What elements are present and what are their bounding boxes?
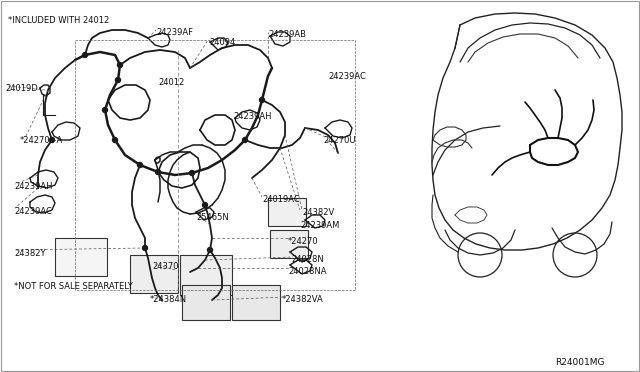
Text: 24382Y: 24382Y <box>14 249 45 258</box>
Text: R24001MG: R24001MG <box>555 358 605 367</box>
Text: 24094: 24094 <box>209 38 236 47</box>
Bar <box>182 285 230 320</box>
Text: 24239AF: 24239AF <box>156 28 193 37</box>
Text: *24270+A: *24270+A <box>20 136 63 145</box>
Circle shape <box>202 202 207 208</box>
Circle shape <box>138 163 143 167</box>
Circle shape <box>83 52 88 58</box>
Circle shape <box>49 138 54 142</box>
Circle shape <box>102 108 108 112</box>
Text: 24370: 24370 <box>152 262 179 271</box>
Circle shape <box>259 97 264 103</box>
Circle shape <box>143 246 147 250</box>
Text: *24382VA: *24382VA <box>282 295 324 304</box>
Bar <box>55 238 107 276</box>
Text: 24239AH: 24239AH <box>14 182 52 191</box>
Text: 24028NA: 24028NA <box>288 267 326 276</box>
Text: 24239AM: 24239AM <box>300 221 339 230</box>
Circle shape <box>118 62 122 67</box>
Circle shape <box>243 138 248 142</box>
Circle shape <box>207 247 212 253</box>
Text: *24270: *24270 <box>288 237 319 246</box>
Circle shape <box>113 138 118 142</box>
Text: 24270U: 24270U <box>323 136 355 145</box>
Circle shape <box>189 170 195 176</box>
Text: 24019AC: 24019AC <box>262 195 300 204</box>
Text: 24239AC: 24239AC <box>328 72 366 81</box>
Bar <box>270 230 308 258</box>
Bar <box>180 255 232 295</box>
Text: *NOT FOR SALE SEPARATELY: *NOT FOR SALE SEPARATELY <box>14 282 132 291</box>
Text: 24019D: 24019D <box>5 84 38 93</box>
Circle shape <box>156 170 161 174</box>
Text: 24012: 24012 <box>158 78 184 87</box>
Text: 24239AH: 24239AH <box>233 112 271 121</box>
Bar <box>232 285 280 320</box>
Text: 24239AC: 24239AC <box>14 207 52 216</box>
Bar <box>268 198 306 226</box>
Text: 25465N: 25465N <box>196 213 228 222</box>
Bar <box>130 255 178 293</box>
Text: 24239AB: 24239AB <box>268 30 306 39</box>
Text: *24384N: *24384N <box>150 295 187 304</box>
Text: 24382V: 24382V <box>302 208 334 217</box>
Text: *INCLUDED WITH 24012: *INCLUDED WITH 24012 <box>8 16 109 25</box>
Text: 24028N: 24028N <box>291 255 324 264</box>
Circle shape <box>115 77 120 83</box>
